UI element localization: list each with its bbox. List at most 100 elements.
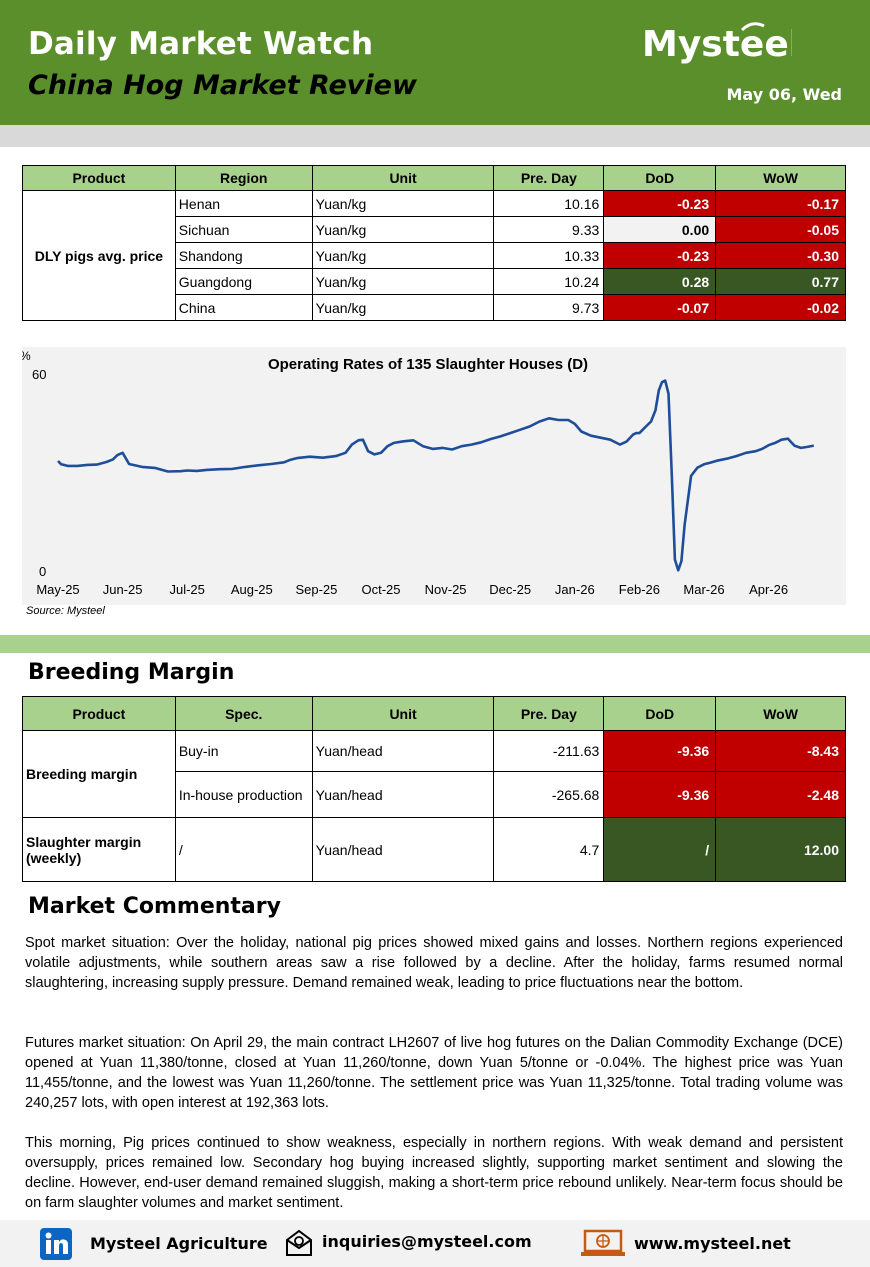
wow-cell: -2.48 [715, 771, 846, 818]
table-header-row: Product Spec. Unit Pre. Day DoD WoW [22, 696, 846, 731]
table-row: In-house production Yuan/head -265.68 -9… [23, 771, 846, 818]
x-tick-label: Jul-25 [169, 582, 204, 597]
region-cell: Henan [174, 190, 313, 217]
dod-cell: 0.28 [603, 268, 717, 295]
chart-canvas: % Operating Rates of 135 Slaughter House… [22, 349, 815, 597]
commentary-futures: Futures market situation: On April 29, t… [25, 1035, 843, 1111]
preday-cell: 9.33 [493, 216, 605, 243]
page-title: Daily Market Watch [28, 26, 374, 62]
header-divider [0, 125, 870, 147]
col-header-preday: Pre. Day [493, 696, 605, 731]
breeding-table: Product Spec. Unit Pre. Day DoD WoW Bree… [22, 696, 846, 882]
unit-cell: Yuan/kg [311, 294, 495, 321]
col-header-wow: WoW [715, 696, 846, 731]
linkedin-icon[interactable] [40, 1228, 72, 1260]
y-axis-label: % [22, 349, 31, 363]
table-row: China Yuan/kg 9.73 -0.07 -0.02 [23, 294, 846, 321]
col-header-spec: Spec. [174, 696, 313, 731]
wow-cell: -0.30 [715, 242, 846, 269]
col-header-wow: WoW [715, 165, 846, 191]
col-header-product: Product [22, 165, 176, 191]
unit-cell: Yuan/head [311, 817, 495, 882]
preday-cell: -265.68 [493, 771, 605, 818]
product-cell: DLY pigs avg. price [22, 190, 176, 321]
col-header-region: Region [174, 165, 313, 191]
wow-cell: -0.05 [715, 216, 846, 243]
commentary-section-title: Market Commentary [28, 894, 281, 919]
dod-cell: 0.00 [603, 216, 717, 243]
mysteel-logo: Mysteel [642, 22, 792, 65]
table-row: Slaughter margin (weekly) / Yuan/head 4.… [22, 817, 846, 882]
wow-cell: 12.00 [715, 817, 846, 882]
unit-cell: Yuan/kg [311, 216, 495, 243]
commentary-spot: Spot market situation: Over the holiday,… [25, 935, 843, 991]
dod-cell: -0.23 [603, 242, 717, 269]
spec-cell: Buy-in [174, 730, 313, 772]
wow-cell: 0.77 [715, 268, 846, 295]
x-tick-label: Nov-25 [425, 582, 467, 597]
wow-cell: -8.43 [715, 730, 846, 772]
dod-cell: / [603, 817, 717, 882]
table-row: Breeding margin Buy-in Yuan/head -211.63… [22, 730, 846, 818]
x-tick-label: May-25 [36, 582, 79, 597]
col-header-dod: DoD [603, 696, 717, 731]
dod-cell: -0.07 [603, 294, 717, 321]
table-row: DLY pigs avg. price Henan Yuan/kg 10.16 … [22, 190, 846, 321]
unit-cell: Yuan/kg [311, 190, 495, 217]
dod-cell: -9.36 [603, 771, 717, 818]
col-header-preday: Pre. Day [493, 165, 605, 191]
wow-cell: -0.02 [715, 294, 846, 321]
table-row: Shandong Yuan/kg 10.33 -0.23 -0.30 [23, 242, 846, 269]
operating-rate-chart: % Operating Rates of 135 Slaughter House… [22, 347, 846, 605]
unit-cell: Yuan/head [311, 771, 495, 818]
product-cell: Breeding margin [22, 730, 176, 818]
email-icon[interactable] [284, 1228, 314, 1258]
x-tick-label: Aug-25 [231, 582, 273, 597]
chart-title: Operating Rates of 135 Slaughter Houses … [268, 356, 588, 373]
x-tick-label: Jan-26 [555, 582, 595, 597]
preday-cell: 10.16 [493, 190, 605, 217]
region-cell: China [174, 294, 313, 321]
x-tick-label: Oct-25 [361, 582, 400, 597]
website-link[interactable]: www.mysteel.net [634, 1234, 791, 1253]
col-header-unit: Unit [311, 696, 495, 731]
report-date: May 06, Wed [726, 85, 842, 104]
linkedin-link[interactable]: Mysteel Agriculture [90, 1234, 268, 1253]
series-line [57, 379, 815, 572]
col-header-dod: DoD [603, 165, 717, 191]
dod-cell: -0.23 [603, 190, 717, 217]
y-tick-label: 60 [32, 367, 46, 382]
spec-cell: / [174, 817, 313, 882]
chart-source: Source: Mysteel [26, 605, 105, 617]
wow-cell: -0.17 [715, 190, 846, 217]
price-table: Product Region Unit Pre. Day DoD WoW DLY… [22, 165, 846, 321]
region-cell: Guangdong [174, 268, 313, 295]
table-header-row: Product Region Unit Pre. Day DoD WoW [22, 165, 846, 191]
x-tick-label: Mar-26 [683, 582, 724, 597]
col-header-unit: Unit [311, 165, 495, 191]
unit-cell: Yuan/kg [311, 242, 495, 269]
footer: Mysteel Agriculture inquiries@mysteel.co… [0, 1220, 870, 1267]
email-link[interactable]: inquiries@mysteel.com [322, 1232, 532, 1251]
preday-cell: 10.24 [493, 268, 605, 295]
table-row: Guangdong Yuan/kg 10.24 0.28 0.77 [23, 268, 846, 295]
col-header-product: Product [22, 696, 176, 731]
page-subtitle: China Hog Market Review [28, 70, 417, 101]
x-tick-label: Feb-26 [619, 582, 660, 597]
region-cell: Sichuan [174, 216, 313, 243]
preday-cell: 4.7 [493, 817, 605, 882]
x-tick-label: Jun-25 [103, 582, 143, 597]
y-tick-label: 0 [39, 564, 46, 579]
preday-cell: 9.73 [493, 294, 605, 321]
unit-cell: Yuan/head [311, 730, 495, 772]
preday-cell: -211.63 [493, 730, 605, 772]
preday-cell: 10.33 [493, 242, 605, 269]
region-cell: Shandong [174, 242, 313, 269]
x-tick-label: Sep-25 [295, 582, 337, 597]
x-tick-label: Dec-25 [489, 582, 531, 597]
dod-cell: -9.36 [603, 730, 717, 772]
spec-cell: In-house production [174, 771, 313, 818]
breeding-section-title: Breeding Margin [28, 660, 235, 685]
x-tick-label: Apr-26 [749, 582, 788, 597]
web-icon[interactable] [580, 1229, 626, 1259]
